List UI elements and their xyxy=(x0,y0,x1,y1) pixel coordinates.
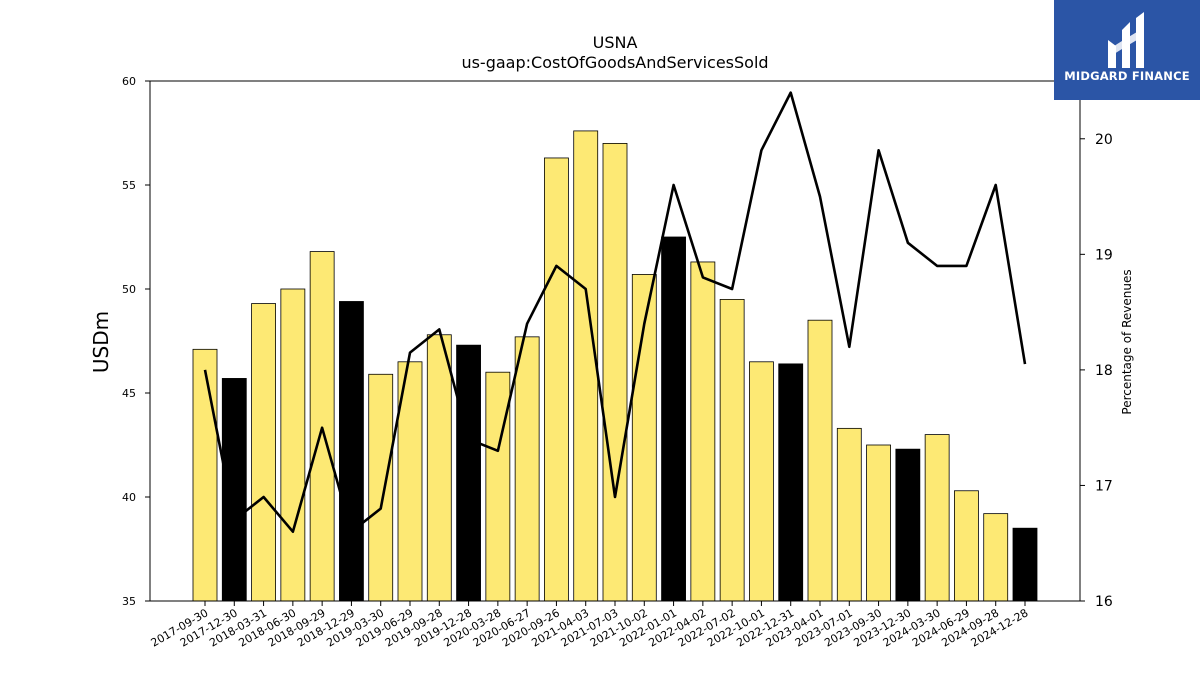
y-axis-label: USDm xyxy=(89,311,113,373)
bar xyxy=(690,261,716,602)
y2-tick-label: 19 xyxy=(1095,247,1113,263)
bar xyxy=(309,251,335,602)
bar xyxy=(661,236,686,602)
bar xyxy=(544,157,569,602)
bar xyxy=(339,301,364,602)
y-tick-label: 45 xyxy=(122,387,136,400)
bar xyxy=(1012,527,1038,602)
chart-subtitle: us-gaap:CostOfGoodsAndServicesSold xyxy=(461,53,768,72)
y-tick-label: 40 xyxy=(122,491,136,504)
brand-logo: MIDGARD FINANCE xyxy=(1054,0,1200,100)
bar xyxy=(602,142,628,602)
bar xyxy=(251,303,276,602)
y2-tick-label: 18 xyxy=(1095,363,1113,379)
brand-name: MIDGARD FINANCE xyxy=(1064,69,1190,83)
bar xyxy=(778,363,804,602)
bar xyxy=(426,334,452,602)
bar xyxy=(221,378,247,602)
y2-axis-label: Percentage of Revenues xyxy=(1120,269,1134,414)
bar xyxy=(514,336,540,602)
line-series-path xyxy=(203,91,1027,534)
bar xyxy=(983,513,1009,602)
bar xyxy=(895,448,921,602)
line-series xyxy=(203,91,1027,534)
bar xyxy=(192,348,218,602)
bar xyxy=(836,427,862,602)
bar xyxy=(280,288,306,602)
bar xyxy=(807,319,833,602)
y-tick-label: 60 xyxy=(122,75,136,88)
y2-tick-label: 16 xyxy=(1095,594,1113,610)
y2-tick-label: 20 xyxy=(1095,132,1113,148)
bar xyxy=(866,444,891,602)
bar xyxy=(719,298,745,602)
midgard-logo-icon xyxy=(1108,12,1144,68)
bar xyxy=(924,434,950,602)
bar xyxy=(456,344,481,602)
bar xyxy=(749,361,774,602)
y-tick-label: 50 xyxy=(122,283,136,296)
y-tick-label: 35 xyxy=(122,595,136,608)
bar xyxy=(368,373,394,602)
bar-series xyxy=(192,130,1038,602)
y2-tick-label: 17 xyxy=(1095,478,1113,494)
y-tick-label: 55 xyxy=(122,179,136,192)
bar xyxy=(954,490,979,602)
chart-title: USNA xyxy=(593,33,638,52)
bar xyxy=(573,130,599,602)
bar xyxy=(485,371,511,602)
